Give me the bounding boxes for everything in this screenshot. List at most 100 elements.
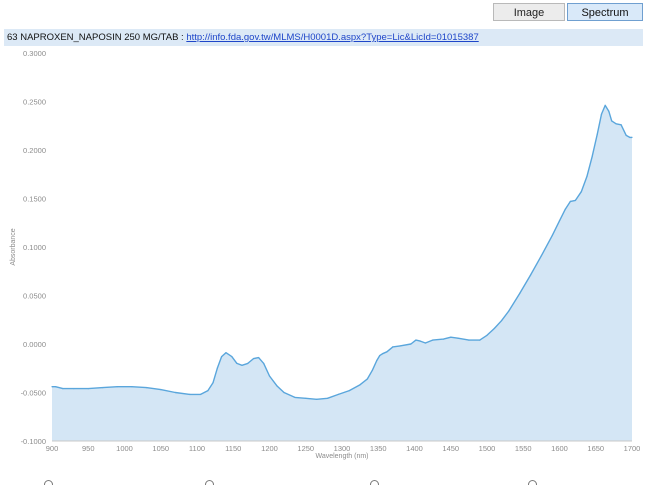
spectrum-point [316, 398, 318, 400]
spectrum-point [450, 336, 452, 338]
spectrum-point [348, 390, 350, 392]
legend-radio-2[interactable] [205, 480, 214, 485]
x-tick-label: 1650 [587, 444, 604, 453]
spectrum-point [631, 136, 633, 138]
drug-license-link[interactable]: http://info.fda.gov.tw/MLMS/H0001D.aspx?… [186, 32, 479, 43]
spectrum-point [212, 382, 214, 384]
x-tick-label: 1400 [406, 444, 423, 453]
spectrum-point [102, 387, 104, 389]
x-tick-label: 1100 [189, 444, 205, 453]
spectrum-point [615, 123, 617, 125]
legend-radio-1[interactable] [44, 480, 53, 485]
spectrum-point [479, 339, 481, 341]
spectrum-point [73, 388, 75, 390]
spectrum-point [276, 385, 278, 387]
spectrum-point [189, 393, 191, 395]
legend-radio-3[interactable] [370, 480, 379, 485]
spectrum-point [51, 386, 53, 388]
spectrum-point [468, 339, 470, 341]
spectrum-point [419, 340, 421, 342]
y-axis-title: Absorbance [10, 228, 17, 265]
x-tick-label: 1450 [442, 444, 459, 453]
x-tick-label: 1200 [261, 444, 278, 453]
spectrum-point [551, 234, 553, 236]
spectrum-point [608, 110, 610, 112]
spectrum-tab-button[interactable]: Spectrum [567, 3, 643, 21]
spectrum-point [564, 208, 566, 210]
spectrum-point [596, 133, 598, 136]
spectrum-line [52, 104, 632, 400]
spectrum-point [604, 104, 606, 106]
spectrum-point [62, 388, 64, 390]
y-tick-label: 0.3000 [23, 49, 46, 58]
spectrum-point [268, 375, 271, 377]
spectrum-point [620, 124, 622, 126]
x-tick-label: 1500 [479, 444, 496, 453]
spectrum-point [508, 310, 510, 312]
spectrum-point [263, 362, 265, 364]
spectrum-point [258, 357, 260, 359]
x-axis-title: Wavelength (nm) [315, 453, 368, 460]
spectrum-point [116, 386, 118, 388]
x-tick-label: 1050 [152, 444, 169, 453]
spectrum-point [424, 342, 426, 344]
spectrum-point [366, 378, 368, 380]
spectrum-point [200, 393, 202, 395]
spectrum-point [55, 386, 57, 388]
spectrum-point [486, 334, 488, 336]
spectrum-point [540, 255, 543, 257]
spectrum-point [591, 156, 593, 158]
y-tick-label: 0.0500 [23, 292, 46, 301]
image-tab-button[interactable]: Image [493, 3, 565, 21]
x-tick-label: 1350 [370, 444, 387, 453]
y-tick-label: 0.0000 [23, 340, 46, 349]
spectrum-point [241, 364, 243, 366]
spectrum-point [221, 356, 223, 358]
spectrum-point [392, 346, 394, 348]
spectrum-title: 63 NAPROXEN_NAPOSIN 250 MG/TAB : [7, 32, 187, 43]
y-tick-label: -0.0500 [21, 389, 46, 398]
spectrum-point [359, 384, 361, 386]
spectrum-point [252, 358, 255, 360]
spectrum-point [247, 362, 249, 364]
legend-radio-4[interactable] [528, 480, 537, 485]
spectrum-point [625, 134, 627, 136]
x-tick-label: 1250 [297, 444, 314, 453]
spectrum-point [399, 345, 401, 347]
x-tick-label: 1000 [116, 444, 133, 453]
spectrum-point [629, 136, 631, 138]
spectrum-legend [0, 478, 647, 485]
x-tick-label: 1150 [225, 444, 241, 453]
spectrum-chart: -0.1000 -0.0500 0.0000 0.0500 0.1000 0.1500 0.… [10, 49, 640, 460]
spectrum-point [236, 362, 238, 364]
spectrum-point [379, 355, 381, 357]
spectrum-point [337, 393, 339, 395]
spectrum-point [326, 397, 329, 399]
spectrum-point [225, 352, 227, 354]
spectrum-point [87, 388, 89, 390]
spectrum-point [371, 369, 373, 371]
spectrum-point [207, 390, 209, 392]
spectrum-point [294, 396, 296, 398]
spectrum-point [216, 367, 218, 369]
spectrum-point [600, 113, 603, 115]
y-tick-label: 0.2500 [23, 98, 46, 107]
spectrum-point [529, 274, 532, 276]
x-tick-label: 1550 [515, 444, 532, 453]
spectrum-point [442, 338, 445, 340]
spectrum-point [558, 220, 561, 222]
view-toolbar: Image Spectrum [0, 0, 647, 26]
spectrum-point [283, 391, 285, 394]
spectrum-point [160, 389, 162, 391]
x-tick-label: 1300 [334, 444, 351, 453]
spectrum-point [145, 387, 147, 389]
spectrum-point [174, 391, 176, 394]
spectrum-point [580, 191, 582, 193]
spectrum-point [500, 320, 503, 322]
y-tick-label: 0.1500 [23, 195, 46, 204]
y-tick-label: 0.1000 [23, 243, 46, 252]
spectrum-area [52, 105, 632, 442]
spectrum-point [415, 339, 417, 341]
spectrum-point [569, 200, 572, 202]
